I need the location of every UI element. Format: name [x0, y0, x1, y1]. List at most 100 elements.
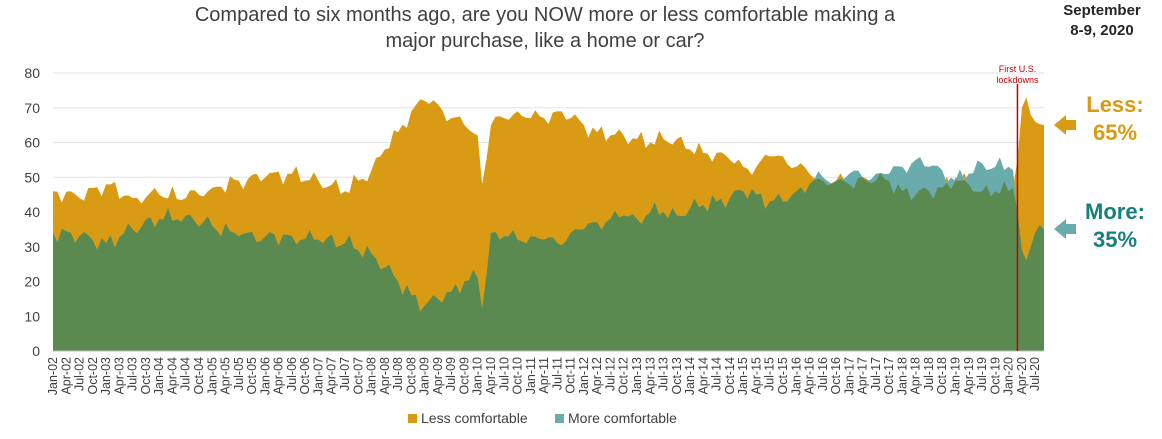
- less-callout: Less: 65%: [1054, 92, 1144, 145]
- x-tick-label: Jan-11: [524, 357, 538, 394]
- x-tick-label: Apr-04: [166, 357, 180, 395]
- plot-area: [53, 97, 1044, 351]
- legend-label-less-comfortable: Less comfortable: [421, 410, 528, 426]
- x-tick-label: Jul-19: [975, 357, 989, 391]
- x-tick-label: Jan-13: [630, 357, 644, 395]
- x-tick-label: Jan-16: [789, 357, 803, 395]
- x-tick-label: Oct-15: [776, 357, 790, 395]
- x-tick-label: Apr-06: [272, 357, 286, 395]
- left-arrow-icon: [1054, 219, 1076, 239]
- less-callout-label: Less:: [1086, 92, 1143, 117]
- x-tick-label: Jan-02: [46, 357, 60, 395]
- y-tick-label: 80: [24, 65, 40, 81]
- x-tick-label: Apr-08: [378, 357, 392, 395]
- x-tick-label: Jan-05: [205, 357, 219, 395]
- x-tick-label: Apr-14: [696, 357, 710, 395]
- x-tick-label: Oct-16: [829, 357, 843, 395]
- x-tick-label: Jul-03: [126, 357, 140, 391]
- x-tick-label: Apr-07: [325, 357, 339, 395]
- x-tick-label: Apr-18: [909, 357, 923, 395]
- x-tick-label: Oct-06: [298, 357, 312, 395]
- x-tick-label: Jul-17: [869, 357, 883, 391]
- x-tick-label: Oct-12: [617, 357, 631, 395]
- x-tick-label: Oct-09: [457, 357, 471, 395]
- more-callout-label: More:: [1085, 199, 1145, 224]
- x-tick-label: Jul-12: [603, 357, 617, 391]
- chart-title-line-2: major purchase, like a home or car?: [385, 30, 704, 52]
- x-tick-label: Jan-19: [949, 357, 963, 395]
- x-tick-label: Jul-04: [179, 357, 193, 391]
- x-tick-label: Apr-03: [112, 357, 126, 395]
- legend-label-more-comfortable: More comfortable: [568, 410, 677, 426]
- left-arrow-icon: [1054, 115, 1076, 135]
- x-tick-label: Apr-13: [643, 357, 657, 395]
- x-tick-label: Jan-08: [365, 357, 379, 395]
- x-tick-label: Jan-12: [577, 357, 591, 395]
- x-tick-label: Oct-13: [670, 357, 684, 395]
- x-tick-label: Apr-11: [537, 357, 551, 394]
- x-tick-label: Jul-18: [922, 357, 936, 391]
- y-tick-label: 30: [24, 239, 40, 255]
- chart-title-line-1: Compared to six months ago, are you NOW …: [195, 4, 896, 26]
- x-tick-label: Jan-06: [258, 357, 272, 395]
- x-tick-label: Jul-20: [1028, 357, 1042, 391]
- x-tick-label: Apr-15: [749, 357, 763, 395]
- legend: Less comfortable More comfortable: [408, 410, 677, 426]
- x-tick-label: Jan-07: [311, 357, 325, 395]
- x-tick-label: Oct-19: [988, 357, 1002, 395]
- x-tick-label: Jul-08: [391, 357, 405, 391]
- x-tick-label: Apr-20: [1015, 357, 1029, 395]
- y-tick-label: 10: [24, 308, 40, 324]
- x-tick-label: Jan-14: [683, 357, 697, 395]
- lockdown-annotation-line-2: lockdowns: [996, 75, 1039, 85]
- x-tick-label: Oct-05: [245, 357, 259, 395]
- legend-swatch-more-comfortable: [555, 414, 564, 423]
- more-callout: More: 35%: [1054, 199, 1145, 252]
- x-tick-label: Oct-07: [351, 357, 365, 395]
- x-tick-label: Jul-06: [285, 357, 299, 391]
- x-tick-label: Apr-05: [219, 357, 233, 395]
- x-tick-label: Jul-15: [763, 357, 777, 391]
- x-tick-label: Oct-18: [935, 357, 949, 395]
- y-tick-label: 50: [24, 169, 40, 185]
- x-tick-label: Jan-20: [1002, 357, 1016, 395]
- date-line-2: 8-9, 2020: [1070, 22, 1133, 39]
- x-tick-label: Jul-16: [816, 357, 830, 391]
- x-tick-label: Apr-12: [590, 357, 604, 395]
- x-tick-label: Jul-09: [444, 357, 458, 391]
- x-tick-label: Jul-14: [710, 357, 724, 391]
- x-tick-label: Oct-03: [139, 357, 153, 395]
- x-tick-label: Jan-03: [99, 357, 113, 395]
- x-tick-label: Jul-13: [657, 357, 671, 391]
- y-tick-label: 60: [24, 135, 40, 151]
- x-tick-label: Jan-15: [736, 357, 750, 395]
- lockdown-annotation-line-1: First U.S.: [999, 64, 1037, 74]
- y-tick-label: 0: [32, 343, 40, 359]
- less-callout-value: 65%: [1093, 120, 1137, 145]
- x-axis-ticks: Jan-02 Apr-02 Jul-02 Oct-02 Jan-03 Apr-03 Jul-…: [46, 357, 1042, 395]
- y-tick-label: 40: [24, 204, 40, 220]
- y-tick-label: 20: [24, 274, 40, 290]
- series-area-overlap: [53, 173, 1044, 351]
- x-tick-label: Oct-02: [86, 357, 100, 395]
- x-tick-label: Oct-08: [404, 357, 418, 395]
- x-tick-label: Jan-18: [895, 357, 909, 395]
- x-tick-label: Apr-19: [962, 357, 976, 395]
- more-callout-value: 35%: [1093, 227, 1137, 252]
- x-tick-label: Jul-02: [73, 357, 87, 391]
- x-tick-label: Oct-17: [882, 357, 896, 395]
- x-tick-label: Apr-16: [803, 357, 817, 395]
- x-tick-label: Jul-07: [338, 357, 352, 391]
- x-tick-label: Apr-10: [484, 357, 498, 395]
- y-tick-label: 70: [24, 100, 40, 116]
- y-axis-ticks: 0 10 20 30 40 50 60 70 80: [24, 65, 40, 359]
- x-tick-label: Jan-17: [842, 357, 856, 395]
- x-tick-label: Jul-05: [232, 357, 246, 391]
- x-tick-label: Oct-11: [564, 357, 578, 394]
- date-line-1: September: [1063, 2, 1141, 19]
- x-tick-label: Jan-04: [152, 357, 166, 395]
- legend-swatch-less-comfortable: [408, 414, 417, 423]
- x-tick-label: Jan-09: [418, 357, 432, 395]
- x-tick-label: Apr-02: [59, 357, 73, 395]
